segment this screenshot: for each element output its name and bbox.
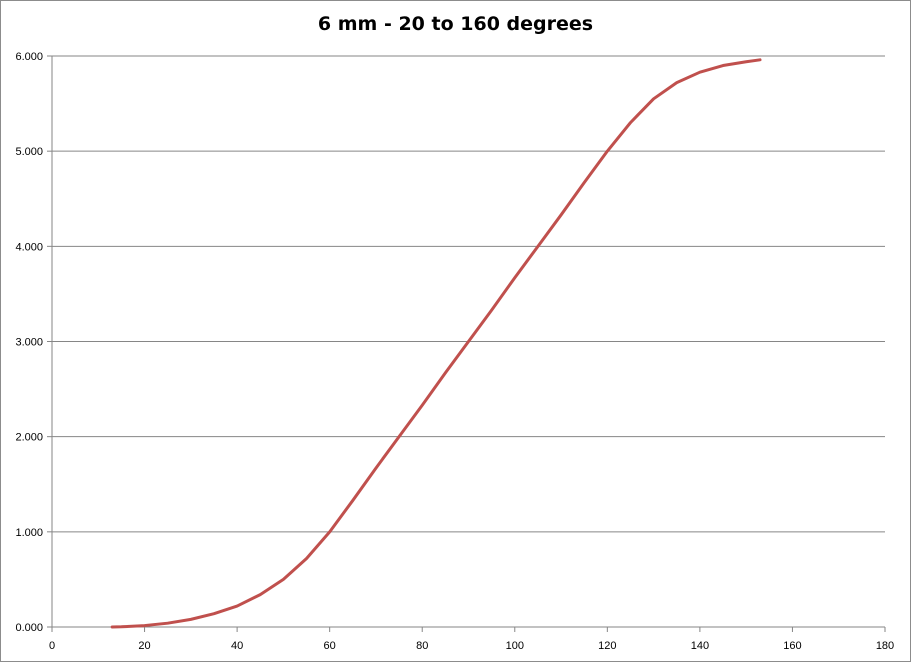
series-line xyxy=(110,58,762,629)
y-tick-label: 1.000 xyxy=(15,527,43,539)
x-tick-label: 100 xyxy=(506,640,524,652)
y-tick-label: 5.000 xyxy=(15,146,43,158)
y-tick-label: 6.000 xyxy=(15,51,43,63)
x-tick-label: 180 xyxy=(876,640,894,652)
x-tick-label: 160 xyxy=(783,640,801,652)
x-tick-label: 0 xyxy=(49,640,55,652)
y-tick-label: 0.000 xyxy=(15,622,43,634)
x-tick-label: 20 xyxy=(138,640,150,652)
x-tick-label: 120 xyxy=(598,640,616,652)
y-tick-label: 2.000 xyxy=(15,432,43,444)
x-tick-label: 60 xyxy=(324,640,336,652)
chart-title: 6 mm - 20 to 160 degrees xyxy=(317,13,594,35)
x-tick-label: 140 xyxy=(691,640,709,652)
x-tick-label: 40 xyxy=(231,640,243,652)
x-tick-label: 80 xyxy=(416,640,428,652)
y-tick-label: 4.000 xyxy=(15,241,43,253)
y-tick-label: 3.000 xyxy=(15,337,43,349)
